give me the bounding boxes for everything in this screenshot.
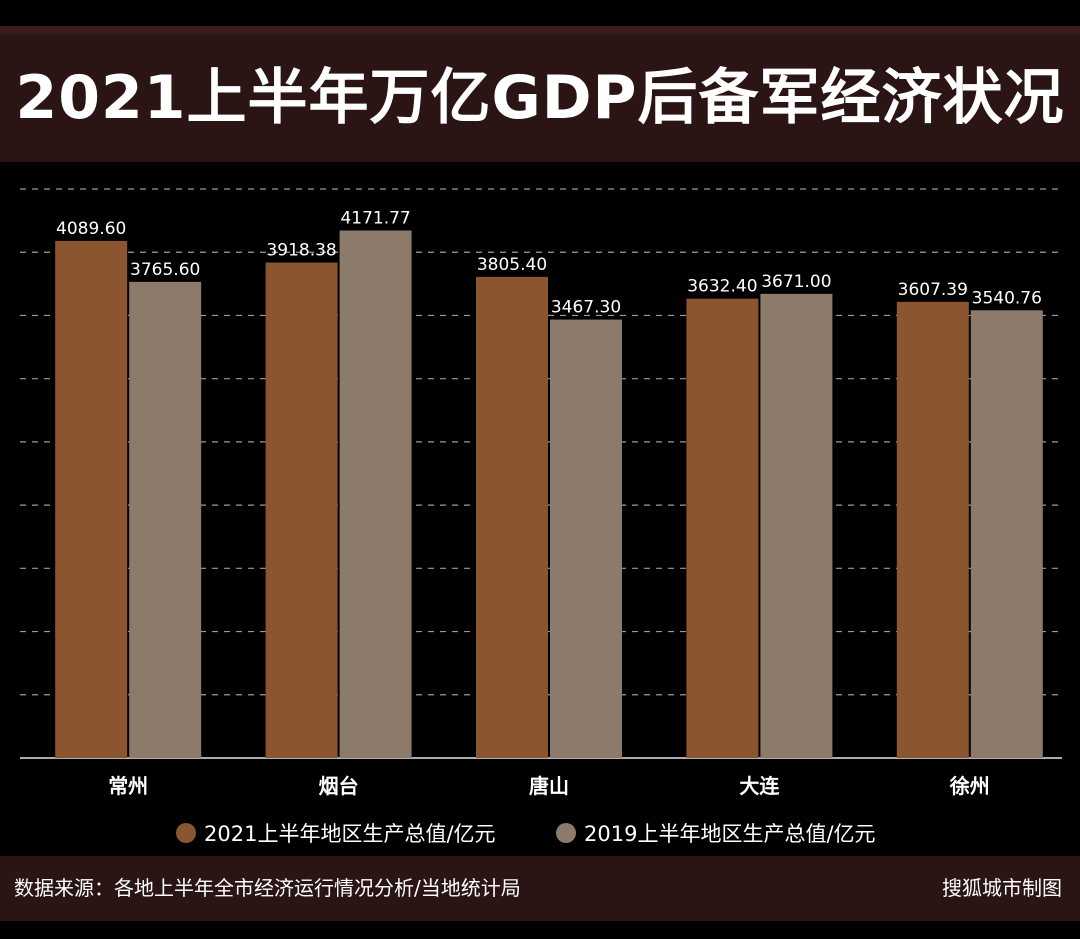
title-band: [0, 26, 1080, 162]
bar: [550, 319, 622, 758]
chart-title: 2021上半年万亿GDP后备军经济状况: [15, 63, 1065, 133]
bar: [760, 293, 833, 758]
data-label: 3467.30: [551, 298, 621, 318]
bar: [265, 262, 338, 758]
bar: [686, 298, 759, 758]
legend-marker: [556, 823, 576, 843]
data-label: 3607.39: [898, 280, 968, 300]
legend-label: 2019上半年地区生产总值/亿元: [584, 822, 876, 846]
bar: [970, 310, 1043, 758]
x-tick-label: 徐州: [949, 774, 990, 798]
bottom-strip: [0, 921, 1080, 939]
x-tick-label: 大连: [739, 774, 780, 798]
bar: [896, 301, 969, 758]
bar: [129, 281, 202, 758]
data-source-note: 数据来源：各地上半年全市经济运行情况分析/当地统计局: [14, 876, 521, 900]
data-label: 3671.00: [761, 272, 831, 292]
data-label: 3805.40: [477, 255, 547, 275]
data-label: 4171.77: [340, 209, 410, 229]
credit-note: 搜狐城市制图: [942, 876, 1062, 900]
x-tick-label: 烟台: [319, 774, 359, 798]
data-label: 3632.40: [687, 277, 757, 297]
bar: [55, 240, 128, 758]
data-label: 4089.60: [56, 219, 126, 239]
x-tick-label: 常州: [108, 774, 148, 798]
data-label: 3765.60: [130, 260, 200, 280]
x-tick-label: 唐山: [529, 774, 569, 798]
legend-marker: [176, 823, 196, 843]
data-label: 3540.76: [972, 288, 1042, 308]
bar: [339, 230, 412, 758]
bar: [476, 276, 548, 758]
data-label: 3918.38: [266, 241, 336, 261]
footer-band: 数据来源：各地上半年全市经济运行情况分析/当地统计局 搜狐城市制图: [0, 856, 1080, 921]
legend-label: 2021上半年地区生产总值/亿元: [204, 822, 496, 846]
